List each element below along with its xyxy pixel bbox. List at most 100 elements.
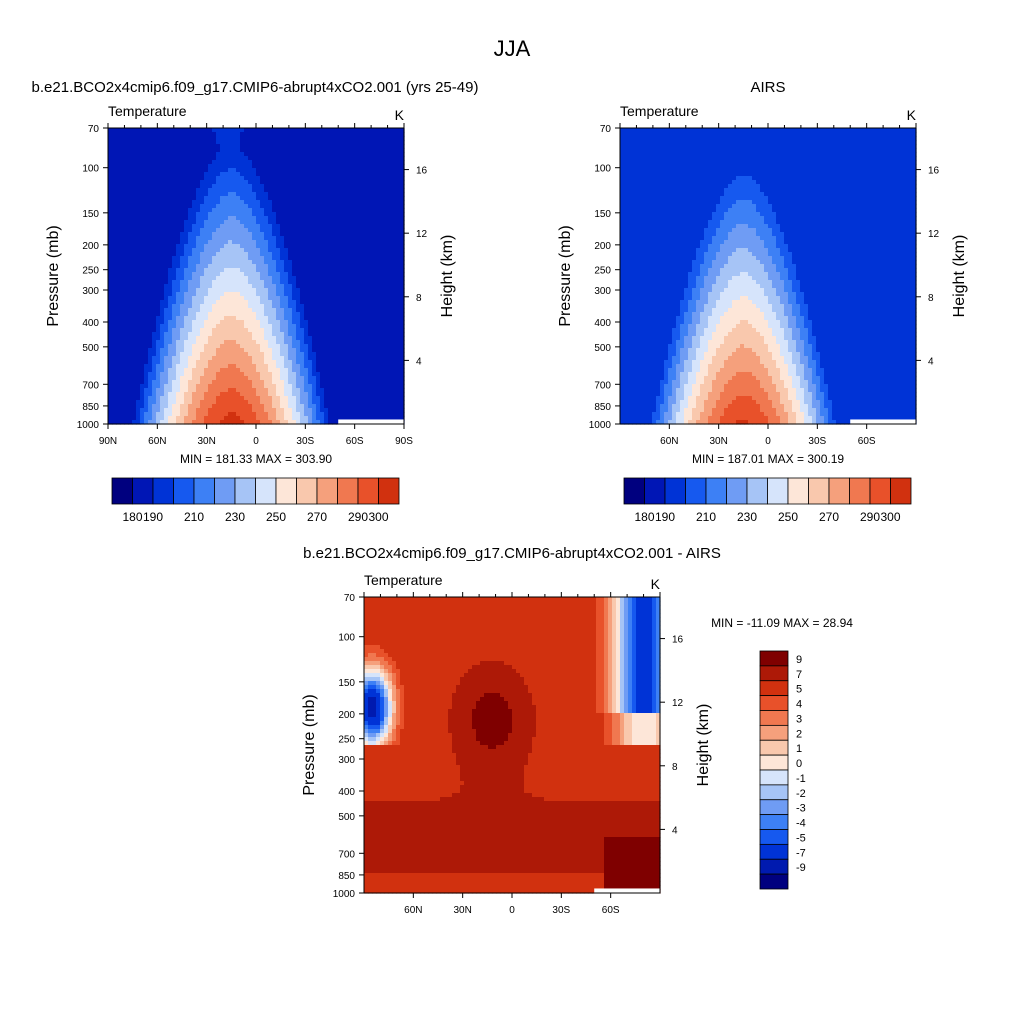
- field-cell: [160, 396, 165, 401]
- field-cell: [140, 176, 145, 181]
- field-cell: [120, 296, 125, 301]
- field-cell: [332, 200, 337, 205]
- field-cell: [244, 240, 249, 245]
- field-cell: [372, 380, 377, 385]
- field-cell: [144, 360, 149, 365]
- field-cell: [376, 276, 381, 281]
- field-cell: [384, 336, 389, 341]
- field-cell: [220, 328, 225, 333]
- field-cell: [340, 172, 345, 177]
- field-cell: [344, 392, 349, 397]
- field-cell: [260, 256, 265, 261]
- field-cell: [308, 172, 313, 177]
- field-cell: [348, 292, 353, 297]
- field-cell: [140, 356, 145, 361]
- field-cell: [336, 136, 341, 141]
- field-cell: [276, 352, 281, 357]
- field-cell: [128, 332, 133, 337]
- field-cell: [128, 128, 133, 133]
- field-cell: [220, 200, 225, 205]
- field-cell: [228, 392, 233, 397]
- field-cell: [244, 384, 249, 389]
- field-cell: [296, 248, 301, 253]
- field-cell: [168, 260, 173, 265]
- field-cell: [304, 352, 309, 357]
- field-cell: [372, 260, 377, 265]
- field-cell: [352, 208, 357, 213]
- field-cell: [340, 144, 345, 149]
- field-cell: [388, 308, 393, 313]
- field-cell: [268, 160, 273, 165]
- field-cell: [212, 304, 217, 309]
- field-cell: [368, 220, 373, 225]
- field-cell: [136, 132, 141, 137]
- field-cell: [108, 308, 113, 313]
- field-cell: [164, 192, 169, 197]
- field-cell: [296, 132, 301, 137]
- field-cell: [284, 160, 289, 165]
- field-cell: [320, 148, 325, 153]
- field-cell: [272, 332, 277, 337]
- field-cell: [360, 392, 365, 397]
- field-cell: [120, 312, 125, 317]
- field-cell: [188, 304, 193, 309]
- field-cell: [196, 352, 201, 357]
- field-cell: [264, 240, 269, 245]
- field-cell: [160, 264, 165, 269]
- field-cell: [216, 264, 221, 269]
- field-cell: [296, 336, 301, 341]
- field-cell: [364, 268, 369, 273]
- field-cell: [316, 132, 321, 137]
- field-cell: [200, 180, 205, 185]
- field-cell: [268, 384, 273, 389]
- field-cell: [356, 368, 361, 373]
- field-cell: [148, 244, 153, 249]
- field-cell: [376, 324, 381, 329]
- field-cell: [192, 348, 197, 353]
- field-cell: [340, 304, 345, 309]
- field-cell: [348, 260, 353, 265]
- field-cell: [108, 212, 113, 217]
- field-cell: [300, 388, 305, 393]
- field-cell: [280, 156, 285, 161]
- field-cell: [212, 200, 217, 205]
- field-cell: [376, 260, 381, 265]
- field-cell: [344, 236, 349, 241]
- field-cell: [332, 360, 337, 365]
- field-cell: [260, 144, 265, 149]
- field-cell: [284, 252, 289, 257]
- field-cell: [248, 276, 253, 281]
- field-cell: [148, 256, 153, 261]
- field-cell: [332, 348, 337, 353]
- field-cell: [312, 300, 317, 305]
- field-cell: [196, 280, 201, 285]
- field-cell: [364, 236, 369, 241]
- field-cell: [152, 324, 157, 329]
- field-cell: [284, 224, 289, 229]
- field-cell: [344, 240, 349, 245]
- field-cell: [268, 232, 273, 237]
- field-cell: [332, 180, 337, 185]
- field-cell: [112, 300, 117, 305]
- field-cell: [380, 172, 385, 177]
- field-cell: [188, 148, 193, 153]
- field-cell: [268, 356, 273, 361]
- field-cell: [288, 144, 293, 149]
- field-cell: [204, 308, 209, 313]
- field-cell: [116, 360, 121, 365]
- field-cell: [180, 212, 185, 217]
- field-cell: [160, 176, 165, 181]
- field-cell: [220, 320, 225, 325]
- field-cell: [260, 316, 265, 321]
- field-cell: [292, 200, 297, 205]
- field-cell: [208, 320, 213, 325]
- field-cell: [156, 192, 161, 197]
- field-cell: [212, 136, 217, 141]
- field-cell: [388, 240, 393, 245]
- field-cell: [148, 224, 153, 229]
- field-cell: [120, 164, 125, 169]
- field-cell: [152, 348, 157, 353]
- field-cell: [212, 212, 217, 217]
- field-cell: [384, 368, 389, 373]
- field-cell: [376, 132, 381, 137]
